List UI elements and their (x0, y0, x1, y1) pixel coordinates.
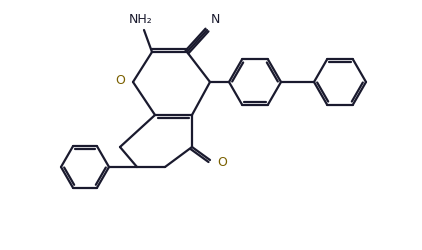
Text: NH₂: NH₂ (129, 13, 153, 26)
Text: N: N (211, 13, 220, 26)
Text: O: O (115, 74, 125, 87)
Text: O: O (217, 156, 227, 169)
